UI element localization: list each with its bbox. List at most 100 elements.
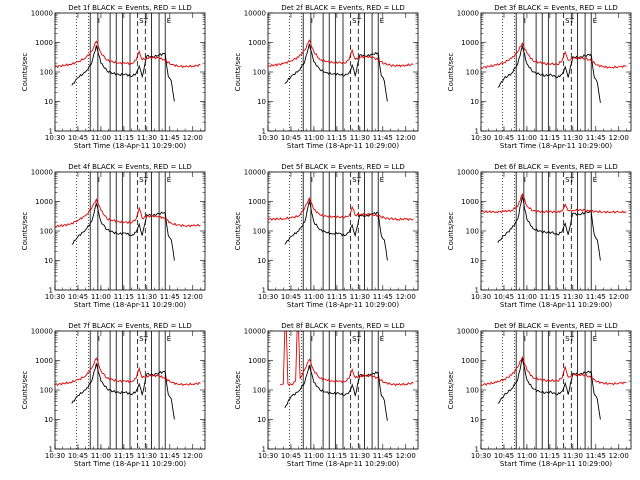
event-label-I: I [311, 17, 313, 25]
y-tick-label: 1000 [248, 357, 266, 365]
event-label-S: S [139, 335, 144, 343]
lld-series-line [280, 331, 414, 387]
x-tick-label: 11:15 [540, 293, 560, 301]
plot-frame [54, 171, 206, 291]
x-tick-label: 11:15 [327, 293, 347, 301]
x-tick-label: 11:00 [517, 293, 537, 301]
plot-frame [54, 12, 206, 132]
y-tick-label: 100 [40, 69, 53, 77]
x-tick-label: 10:45 [281, 293, 301, 301]
x-tick-label: 10:45 [494, 452, 514, 460]
x-tick-label: 11:30 [563, 452, 583, 460]
x-tick-label: 10:30 [471, 293, 491, 301]
x-tick-label: 12:00 [396, 452, 416, 460]
panel-4: Det 4f BLACK = Events, RED = LLD 1 10 100 10… [21, 163, 206, 309]
y-tick-label: 10 [470, 98, 479, 106]
x-tick-label: 11:15 [114, 134, 134, 142]
x-tick-label: 12:00 [609, 293, 629, 301]
x-tick-label: 10:30 [258, 134, 278, 142]
x-tick-label: 11:30 [563, 293, 583, 301]
plot-frame [480, 330, 632, 450]
y-tick-label: 10 [470, 416, 479, 424]
y-tick-label: 1 [475, 128, 479, 136]
event-label-S: S [139, 176, 144, 184]
event-label-E: E [593, 176, 597, 184]
event-label-S: S [352, 17, 357, 25]
x-tick-label: 10:45 [494, 134, 514, 142]
x-tick-label: 11:30 [137, 134, 157, 142]
x-tick-label: 11:30 [137, 452, 157, 460]
x-tick-label: 11:30 [350, 293, 370, 301]
x-tick-label: 11:00 [91, 293, 111, 301]
panel-title: Det 2f BLACK = Events, RED = LLD [281, 4, 404, 12]
x-tick-label: 11:45 [160, 452, 180, 460]
events-series-line [497, 196, 601, 261]
y-tick-label: 100 [253, 69, 266, 77]
x-tick-label: 11:00 [91, 452, 111, 460]
y-axis-label: Counts/sec [234, 371, 242, 410]
panel-title: Det 3f BLACK = Events, RED = LLD [494, 4, 617, 12]
y-tick-label: 10000 [457, 328, 479, 336]
x-tick-label: 10:30 [45, 293, 65, 301]
event-label-I: I [524, 335, 526, 343]
x-tick-label: 12:00 [183, 452, 203, 460]
events-series-line [284, 365, 388, 421]
y-tick-label: 1 [262, 446, 266, 454]
y-tick-label: 1000 [35, 198, 53, 206]
panel-title: Det 6f BLACK = Events, RED = LLD [494, 163, 617, 171]
y-tick-label: 10000 [31, 328, 53, 336]
event-label-S: S [139, 17, 144, 25]
events-series-line [71, 363, 175, 420]
y-tick-label: 10 [257, 416, 266, 424]
lld-series-line [55, 357, 201, 387]
y-tick-label: 10 [44, 416, 53, 424]
x-tick-label: 11:45 [373, 293, 393, 301]
x-tick-label: 12:00 [183, 134, 203, 142]
y-tick-label: 100 [466, 69, 479, 77]
x-tick-label: 10:30 [258, 293, 278, 301]
event-label-I: I [98, 176, 100, 184]
y-axis-label: Counts/sec [234, 212, 242, 251]
x-tick-label: 11:15 [114, 452, 134, 460]
plot-frame [267, 171, 419, 291]
y-axis-label: Counts/sec [447, 53, 455, 92]
lld-series-line [55, 197, 201, 228]
event-label-E: E [380, 176, 384, 184]
panel-title: Det 4f BLACK = Events, RED = LLD [68, 163, 191, 171]
x-tick-label: 11:15 [540, 134, 560, 142]
y-tick-label: 1000 [461, 198, 479, 206]
y-tick-label: 100 [40, 228, 53, 236]
x-tick-label: 11:30 [137, 293, 157, 301]
x-tick-label: 12:00 [396, 134, 416, 142]
x-axis-label: Start Time (18-Apr-11 10:29:00) [287, 142, 399, 150]
lld-series-line [481, 355, 627, 386]
event-label-T: T [143, 335, 149, 343]
y-tick-label: 1 [49, 287, 53, 295]
x-tick-label: 11:30 [350, 452, 370, 460]
y-tick-label: 1 [475, 287, 479, 295]
panel-title: Det 5f BLACK = Events, RED = LLD [281, 163, 404, 171]
events-series-line [497, 44, 601, 103]
y-tick-label: 1 [49, 446, 53, 454]
x-tick-label: 12:00 [609, 134, 629, 142]
event-label-E: E [167, 17, 171, 25]
x-tick-label: 11:15 [114, 293, 134, 301]
y-tick-label: 100 [40, 387, 53, 395]
x-tick-label: 10:45 [68, 452, 88, 460]
x-tick-label: 10:45 [281, 452, 301, 460]
x-axis-label: Start Time (18-Apr-11 10:29:00) [500, 301, 612, 309]
x-tick-label: 11:00 [517, 134, 537, 142]
event-label-S: S [352, 335, 357, 343]
y-tick-label: 10000 [244, 328, 266, 336]
x-tick-label: 10:45 [494, 293, 514, 301]
x-tick-label: 11:00 [304, 452, 324, 460]
event-label-I: I [311, 335, 313, 343]
y-axis-label: Counts/sec [234, 53, 242, 92]
x-tick-label: 10:30 [45, 452, 65, 460]
panel-8: Det 8f BLACK = Events, RED = LLD 1 10 100 10… [234, 322, 419, 468]
event-label-S: S [565, 17, 570, 25]
plot-frame [267, 12, 419, 132]
x-tick-label: 12:00 [183, 293, 203, 301]
x-tick-label: 11:45 [160, 293, 180, 301]
panel-2: Det 2f BLACK = Events, RED = LLD 1 10 100 10… [234, 4, 419, 150]
